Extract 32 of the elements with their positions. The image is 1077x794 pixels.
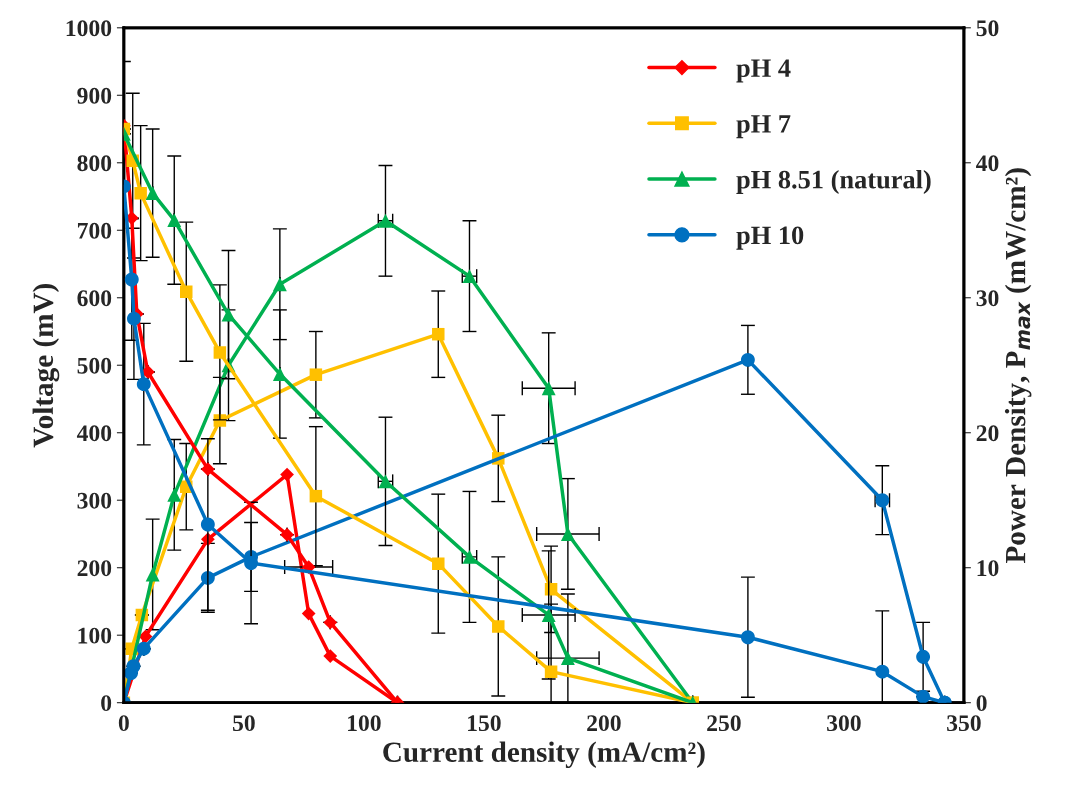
x-tick-label: 0 xyxy=(118,715,129,732)
y2-tick-label: 10 xyxy=(977,560,999,577)
legend-label: pH 10 xyxy=(736,226,804,250)
y2-axis-title: Power Density, P$_{max}$ (mW/cm²) xyxy=(1004,168,1032,564)
y-tick-label: 1000 xyxy=(66,20,112,37)
y-tick-label: 900 xyxy=(77,87,112,104)
y2-tick-label: 20 xyxy=(976,425,999,442)
y-tick-label: 100 xyxy=(78,627,112,644)
x-tick-label: 50 xyxy=(233,715,255,732)
y-tick-label: 300 xyxy=(77,492,112,509)
y-tick-label: 200 xyxy=(77,560,112,577)
y-tick-label: 400 xyxy=(76,425,112,442)
y2-tick-label: 50 xyxy=(976,20,999,37)
x-tick-label: 250 xyxy=(707,715,741,732)
y-tick-label: 500 xyxy=(77,357,112,374)
y2-tick-label: 40 xyxy=(976,155,999,172)
legend-label: pH 4 xyxy=(736,59,791,83)
x-tick-label: 200 xyxy=(587,715,621,732)
y-tick-label: 700 xyxy=(77,222,112,239)
x-tick-label: 150 xyxy=(468,715,501,732)
x-tick-label: 100 xyxy=(348,715,381,732)
y2-tick-label: 0 xyxy=(976,695,987,712)
x-axis-title: Current density (mA/cm²) xyxy=(383,741,705,768)
y-tick-label: 600 xyxy=(77,290,112,307)
legend-label: pH 8.51 (natural) xyxy=(736,169,931,194)
x-tick-label: 300 xyxy=(827,715,861,732)
y-tick-label: 800 xyxy=(77,155,112,172)
y2-tick-label: 30 xyxy=(976,290,999,307)
y-axis-title: Voltage (mV) xyxy=(32,284,60,448)
legend-label: pH 7 xyxy=(736,115,791,139)
x-tick-label: 350 xyxy=(947,715,981,732)
y-tick-label: 0 xyxy=(101,695,112,712)
